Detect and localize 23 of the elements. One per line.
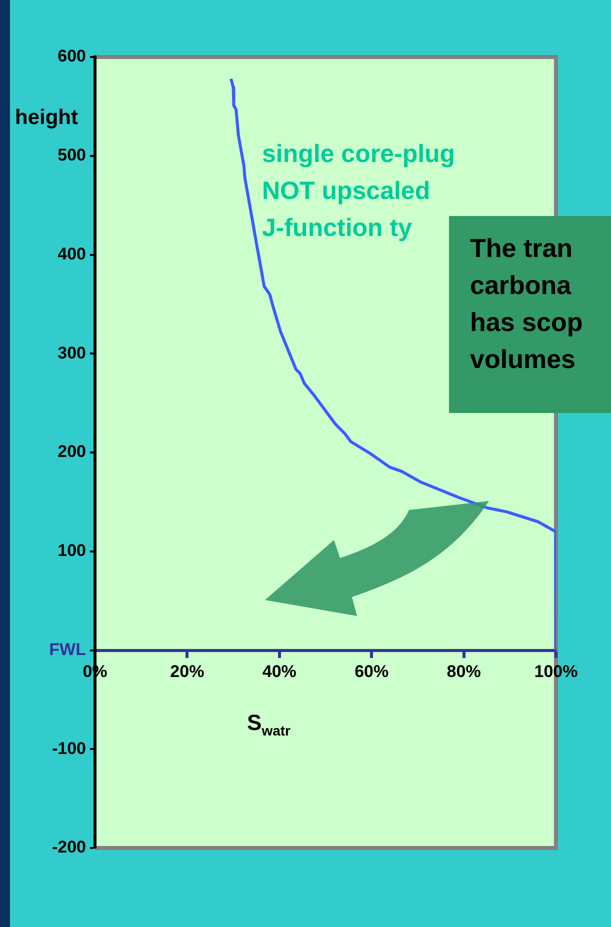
annotation: The tran — [470, 233, 573, 263]
y-axis-title: height — [15, 106, 78, 130]
y-tick-label: 500 — [58, 146, 86, 165]
x-tick-label: 60% — [354, 662, 389, 682]
annotation: has scop — [470, 307, 583, 337]
x-tick-label: 100% — [534, 662, 578, 682]
annotation: volumes — [470, 344, 576, 374]
y-tick-label: 300 — [58, 343, 86, 362]
x-axis-title: S$_{watr}$ — [247, 710, 290, 738]
y-tick-label: -200 — [52, 838, 86, 857]
annotation: single core-plug — [262, 140, 456, 168]
y-tick-label: 200 — [58, 442, 86, 462]
x-tick-label: 20% — [170, 662, 204, 682]
y-tick-label: -100 — [52, 738, 86, 758]
annotation: J-function ty — [262, 214, 412, 242]
x-tick-label: 40% — [262, 662, 296, 682]
y-tick-label: 600 — [58, 46, 86, 66]
annotation: NOT upscaled — [262, 177, 430, 205]
annotation: carbona — [470, 270, 572, 300]
y-tick-label: 400 — [58, 244, 86, 264]
x-tick-label: 80% — [446, 662, 481, 682]
y-tick-label: FWL — [49, 640, 86, 659]
y-tick-label: 100 — [58, 541, 86, 560]
